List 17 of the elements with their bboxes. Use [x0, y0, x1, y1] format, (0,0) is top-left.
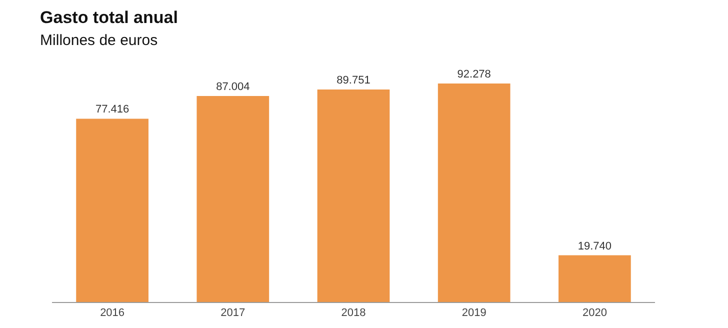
x-tick-label: 2017: [220, 307, 246, 320]
data-label: 19.740: [578, 240, 612, 252]
chart-subtitle: Millones de euros: [40, 32, 158, 50]
bar: [196, 96, 270, 302]
bar: [558, 255, 631, 302]
bar: [438, 84, 510, 302]
bar: [317, 89, 390, 302]
x-tick-label: 2018: [341, 307, 366, 320]
chart-title: Gasto total anual: [40, 8, 178, 27]
x-tick-label: 2016: [100, 307, 125, 320]
data-label: 87.004: [216, 80, 250, 93]
data-label: 77.416: [95, 104, 130, 116]
x-tick-label: 2020: [582, 307, 607, 320]
bar: [76, 118, 148, 302]
x-tick-label: 2019: [462, 307, 486, 320]
data-label: 89.751: [336, 74, 370, 86]
data-label: 92.278: [457, 68, 491, 80]
